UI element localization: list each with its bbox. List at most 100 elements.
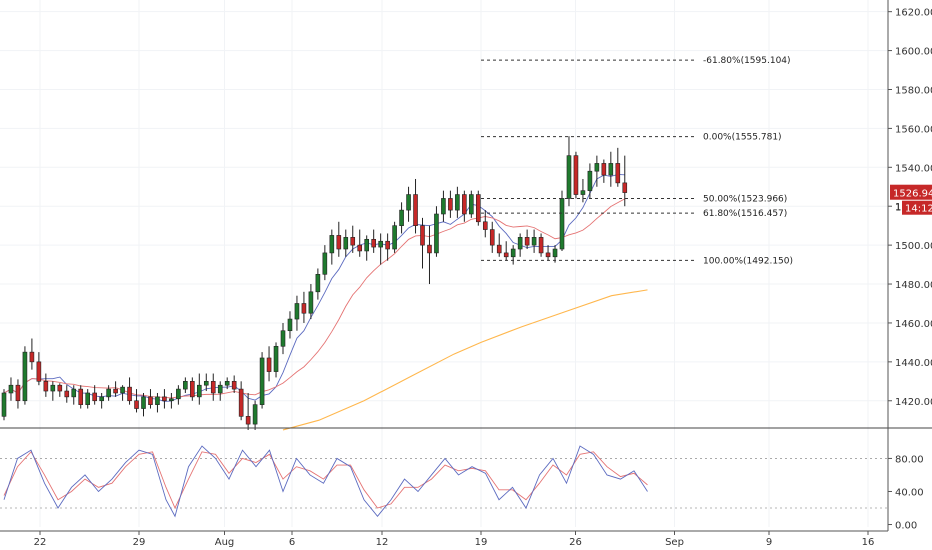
time-tick-label: 16 bbox=[862, 537, 875, 548]
time-tick-label: 26 bbox=[569, 537, 582, 548]
candle-down bbox=[134, 400, 139, 409]
candle-up bbox=[85, 392, 90, 405]
candle-up bbox=[378, 240, 383, 248]
candle-down bbox=[113, 388, 118, 394]
candle-up bbox=[1, 392, 7, 417]
candle-up bbox=[155, 396, 160, 405]
candle-down bbox=[462, 194, 467, 215]
candle-up bbox=[120, 386, 125, 394]
time-tick-label: 9 bbox=[766, 537, 772, 548]
candle-up bbox=[441, 198, 446, 215]
price-tick-label: 1460.00 bbox=[895, 319, 932, 330]
candle-down bbox=[210, 381, 216, 394]
candle-up bbox=[315, 274, 321, 293]
candle-down bbox=[336, 235, 342, 250]
osc-tick-label: 80.00 bbox=[895, 454, 924, 465]
candle-down bbox=[43, 381, 49, 392]
candle-down bbox=[482, 221, 488, 230]
candle-down bbox=[357, 244, 363, 252]
fib-level-label: 100.00%(1492.150) bbox=[703, 256, 793, 266]
candle-up bbox=[224, 381, 230, 386]
candle-down bbox=[190, 381, 195, 398]
time-tick-label: Aug bbox=[215, 537, 235, 548]
candle-down bbox=[36, 361, 42, 382]
candle-down bbox=[538, 237, 544, 254]
candle-up bbox=[392, 225, 397, 250]
fibonacci-retracement[interactable]: -61.80%(1595.104) 0.00%(1555.781) 50.00%(1… bbox=[481, 56, 793, 266]
price-tick-label: 1580.00 bbox=[895, 85, 932, 96]
time-tick-label: 12 bbox=[376, 537, 389, 548]
candle-down bbox=[489, 229, 495, 246]
candle-up bbox=[308, 291, 314, 314]
candle-up bbox=[329, 235, 335, 254]
osc-tick-label: 40.00 bbox=[895, 487, 924, 498]
mid-moving-average-line bbox=[3, 198, 625, 399]
price-tick-label: 1440.00 bbox=[895, 358, 932, 369]
candle-down bbox=[413, 194, 418, 226]
stoch-k-line bbox=[3, 445, 648, 518]
candle-down bbox=[545, 252, 551, 258]
price-tick-label: 1560.00 bbox=[895, 124, 932, 135]
last-price-value: 1526.943 bbox=[893, 189, 932, 200]
candle-up bbox=[594, 163, 600, 172]
candle-up bbox=[197, 384, 202, 398]
candle-up bbox=[8, 384, 14, 394]
candle-up bbox=[343, 237, 349, 250]
candle-up bbox=[517, 237, 523, 250]
candle-up bbox=[217, 384, 223, 394]
candle-up bbox=[273, 345, 279, 372]
candle-down bbox=[385, 240, 390, 250]
candle-up bbox=[608, 163, 614, 176]
candle-up bbox=[294, 303, 300, 320]
fib-level-label: 61.80%(1516.457) bbox=[703, 209, 787, 219]
countdown-tag bbox=[902, 200, 932, 215]
candle-down bbox=[448, 198, 453, 211]
fib-level-label: 0.00%(1555.781) bbox=[703, 133, 782, 143]
price-tick-label: 1600.00 bbox=[895, 47, 932, 58]
candle-down bbox=[238, 388, 244, 417]
candle-down bbox=[92, 392, 97, 402]
candle-down bbox=[573, 155, 579, 195]
time-tick-label: 6 bbox=[289, 537, 295, 548]
candle-up bbox=[406, 194, 411, 211]
candle-up bbox=[183, 381, 188, 390]
candle-up bbox=[510, 248, 516, 258]
fib-level-label: -61.80%(1595.104) bbox=[703, 56, 791, 66]
candle-up bbox=[106, 388, 111, 398]
candle-up bbox=[169, 398, 174, 402]
candle-up bbox=[22, 351, 28, 402]
candle-up bbox=[552, 248, 558, 258]
time-tick-label: 19 bbox=[475, 537, 488, 548]
candle-up bbox=[364, 238, 370, 252]
candle-down bbox=[503, 252, 509, 258]
candle-down bbox=[475, 194, 481, 223]
candle-up bbox=[71, 388, 77, 398]
candle-down bbox=[615, 163, 621, 184]
candle-down bbox=[524, 237, 530, 246]
time-tick-label: 29 bbox=[133, 537, 146, 548]
candle-up bbox=[559, 198, 565, 250]
candle-up bbox=[280, 330, 286, 347]
slow-moving-average-line bbox=[282, 289, 648, 431]
candle-up bbox=[141, 396, 146, 409]
price-tick-label: 1480.00 bbox=[895, 280, 932, 291]
candle-down bbox=[127, 386, 132, 402]
candle-down bbox=[64, 390, 70, 398]
price-tick-label: 1620.00 bbox=[895, 8, 932, 19]
candle-down bbox=[245, 416, 251, 425]
candle-up bbox=[252, 404, 258, 425]
candles bbox=[1, 136, 628, 430]
candle-down bbox=[301, 303, 307, 314]
candle-down bbox=[29, 351, 35, 363]
candle-up bbox=[469, 194, 474, 215]
candle-up bbox=[531, 237, 537, 246]
candle-down bbox=[622, 182, 628, 193]
candle-up bbox=[176, 388, 181, 400]
candle-up bbox=[434, 213, 439, 254]
candle-down bbox=[231, 381, 237, 390]
candle-up bbox=[287, 318, 293, 332]
candle-up bbox=[203, 381, 209, 386]
